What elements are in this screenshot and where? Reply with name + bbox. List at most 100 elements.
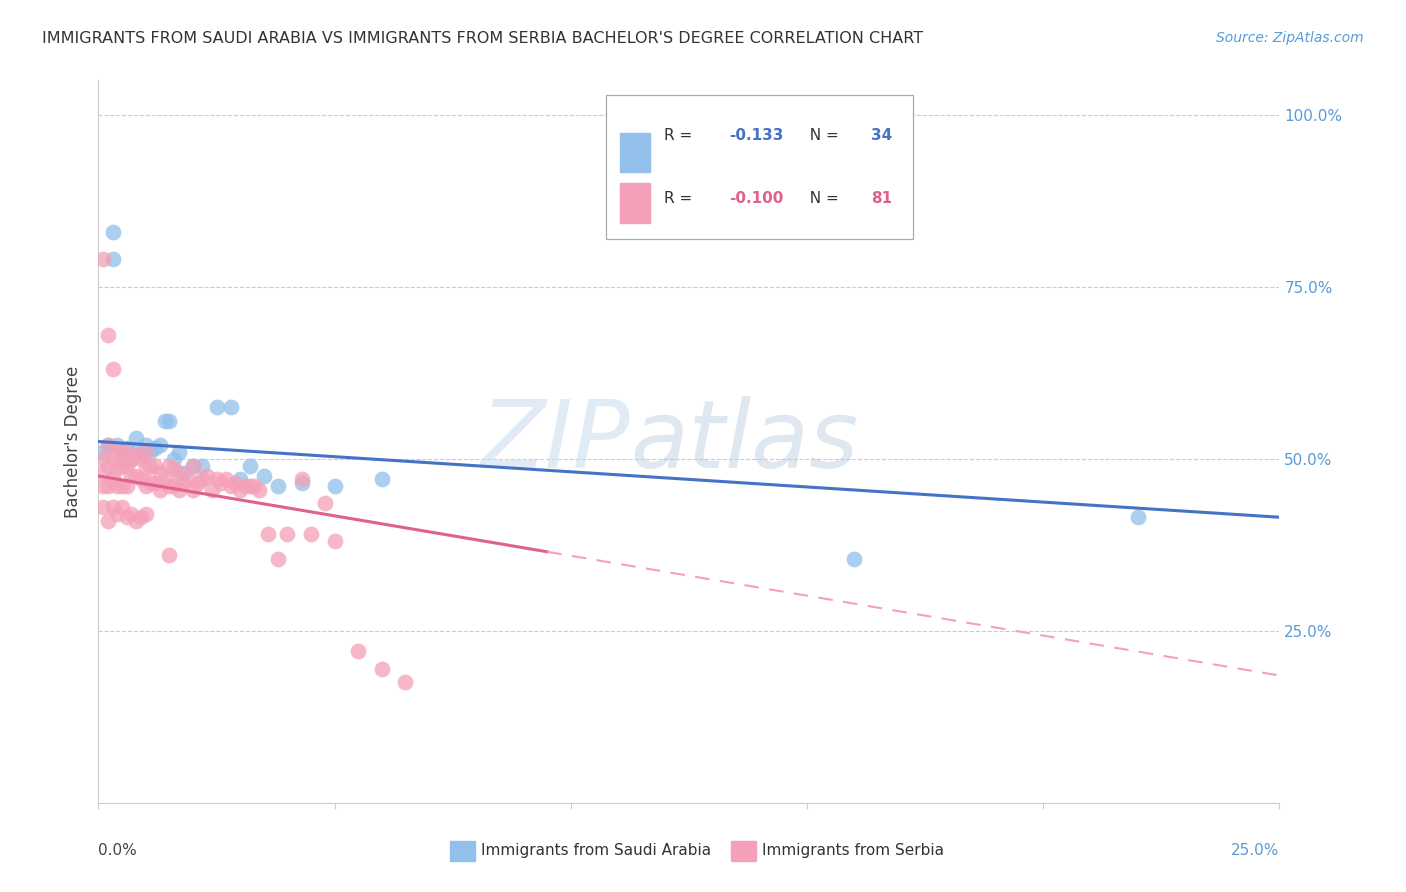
Point <box>233 479 256 493</box>
Point <box>91 500 114 514</box>
Text: R =: R = <box>664 191 697 206</box>
Point <box>91 445 114 459</box>
Point <box>111 458 134 473</box>
Point <box>111 445 134 459</box>
Text: -0.100: -0.100 <box>730 191 783 206</box>
Point <box>247 483 270 497</box>
Point <box>135 445 157 459</box>
Point <box>115 458 138 473</box>
Point <box>121 451 143 466</box>
Point <box>125 431 148 445</box>
Point <box>105 438 128 452</box>
Point <box>115 442 138 456</box>
Point <box>111 500 134 514</box>
Point <box>371 472 394 486</box>
Point <box>97 514 120 528</box>
Point <box>111 479 134 493</box>
Point <box>115 445 138 459</box>
Point <box>101 472 124 486</box>
Point <box>323 534 346 549</box>
Point <box>844 551 866 566</box>
Point <box>143 458 166 473</box>
Point <box>101 451 124 466</box>
Point <box>101 362 124 376</box>
Point <box>111 445 134 459</box>
Point <box>101 225 124 239</box>
Point <box>135 462 157 476</box>
Point <box>290 475 312 490</box>
Point <box>91 252 114 267</box>
Point <box>111 451 134 466</box>
Text: Immigrants from Serbia: Immigrants from Serbia <box>762 844 943 858</box>
Point <box>91 479 114 493</box>
Point <box>157 414 180 428</box>
Point <box>157 458 180 473</box>
Point <box>125 448 148 462</box>
Point <box>105 479 128 493</box>
Point <box>125 445 148 459</box>
Point <box>121 469 143 483</box>
Point <box>157 479 180 493</box>
Point <box>290 472 312 486</box>
Point <box>101 252 124 267</box>
Point <box>181 458 204 473</box>
Point <box>115 510 138 524</box>
Point <box>129 472 152 486</box>
Point <box>135 438 157 452</box>
Text: 34: 34 <box>870 128 891 143</box>
Point <box>149 466 172 480</box>
Text: IMMIGRANTS FROM SAUDI ARABIA VS IMMIGRANTS FROM SERBIA BACHELOR'S DEGREE CORRELA: IMMIGRANTS FROM SAUDI ARABIA VS IMMIGRAN… <box>42 31 924 46</box>
Point <box>167 466 190 480</box>
Point <box>187 475 209 490</box>
Text: R =: R = <box>664 128 697 143</box>
Point <box>97 438 120 452</box>
Text: N =: N = <box>800 128 844 143</box>
Point <box>143 475 166 490</box>
Point <box>121 507 143 521</box>
Point <box>97 327 120 342</box>
Point <box>239 479 262 493</box>
Point <box>209 475 232 490</box>
Point <box>167 483 190 497</box>
Point <box>181 458 204 473</box>
Point <box>139 458 162 473</box>
Point <box>97 438 120 452</box>
Point <box>267 551 290 566</box>
Point <box>195 469 218 483</box>
Point <box>243 479 266 493</box>
Y-axis label: Bachelor's Degree: Bachelor's Degree <box>65 366 83 517</box>
Bar <box>620 183 650 223</box>
Point <box>129 451 152 466</box>
Point <box>129 448 152 462</box>
Point <box>191 472 214 486</box>
Point <box>191 458 214 473</box>
Point <box>163 451 186 466</box>
Point <box>91 451 114 466</box>
Point <box>135 507 157 521</box>
Point <box>229 483 252 497</box>
Point <box>224 475 246 490</box>
Point <box>125 514 148 528</box>
Text: 0.0%: 0.0% <box>98 843 138 858</box>
Point <box>121 451 143 466</box>
Bar <box>620 133 650 172</box>
Point <box>239 458 262 473</box>
Point <box>105 507 128 521</box>
Point <box>201 483 224 497</box>
Text: Source: ZipAtlas.com: Source: ZipAtlas.com <box>1216 31 1364 45</box>
Point <box>101 500 124 514</box>
Text: 25.0%: 25.0% <box>1232 843 1279 858</box>
Point <box>163 479 186 493</box>
Point <box>257 527 280 541</box>
Point <box>299 527 322 541</box>
Text: 81: 81 <box>870 191 891 206</box>
Point <box>139 445 162 459</box>
Point <box>139 475 162 490</box>
FancyBboxPatch shape <box>606 95 914 239</box>
Point <box>1126 510 1149 524</box>
Point <box>267 479 290 493</box>
Point <box>149 438 172 452</box>
Point <box>125 469 148 483</box>
Text: atlas: atlas <box>630 396 858 487</box>
Point <box>219 479 242 493</box>
